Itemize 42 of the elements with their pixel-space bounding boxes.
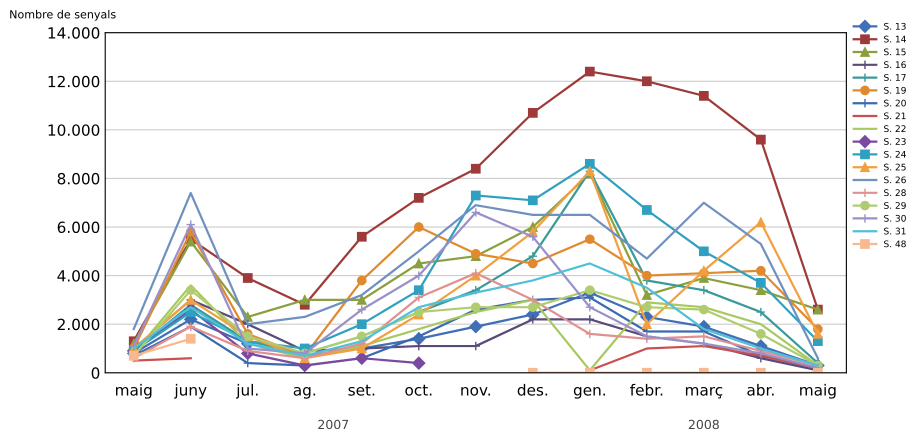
- x-tick-label: ag.: [294, 386, 316, 399]
- legend-label: S. 17: [884, 74, 906, 81]
- x-tick-label: maig: [116, 384, 152, 399]
- y-tick-label: 6.000: [58, 221, 100, 234]
- x-tick-label: març: [686, 386, 722, 398]
- legend-label: S. 13: [884, 22, 906, 30]
- legend-label: S. 28: [884, 189, 906, 196]
- x-tick-label: maig: [800, 384, 836, 399]
- legend-label: S. 21: [884, 112, 906, 120]
- legend-label: S. 48: [884, 240, 906, 248]
- legend-label: S. 14: [884, 36, 906, 42]
- text: 2007: [318, 420, 348, 430]
- legend-label: S. 24: [884, 150, 906, 158]
- legend-label: S. 26: [884, 176, 906, 184]
- legend-label: S. 19: [884, 86, 906, 94]
- y-tick-label: 4.000: [57, 270, 100, 282]
- legend-label: S. 30: [884, 214, 906, 222]
- legend-label: S. 29: [884, 202, 906, 209]
- text: 2008: [688, 420, 719, 430]
- y-tick-label: 8.000: [58, 172, 100, 184]
- legend-label: S. 20: [884, 100, 906, 106]
- x-tick-label: gen.: [574, 386, 605, 399]
- y-tick-label: 14.000: [48, 27, 100, 39]
- x-tick-label: nov.: [461, 386, 490, 396]
- y-tick-label: 10.000: [48, 124, 100, 136]
- legend-label: S. 16: [884, 61, 906, 68]
- x-tick-label: oct.: [405, 384, 432, 396]
- y-tick-label: 12.000: [48, 76, 100, 88]
- legend-label: S. 15: [884, 48, 906, 56]
- y-axis-title: Nombre de senyals: [10, 10, 116, 21]
- x-tick-label: des.: [518, 384, 548, 396]
- legend-label: S. 22: [884, 125, 906, 132]
- y-tick-label: 2.000: [58, 318, 100, 330]
- x-tick-label: set.: [348, 384, 374, 396]
- legend-label: S. 23: [884, 138, 906, 145]
- x-tick-label: juny: [174, 384, 207, 399]
- x-tick-label: febr.: [630, 384, 662, 396]
- legend-label: S. 25: [884, 164, 906, 170]
- y-tick-label: 0: [92, 367, 100, 379]
- legend-label: S. 31: [884, 228, 906, 234]
- x-tick-label: abr.: [747, 384, 774, 396]
- x-tick-label: jul.: [236, 384, 258, 399]
